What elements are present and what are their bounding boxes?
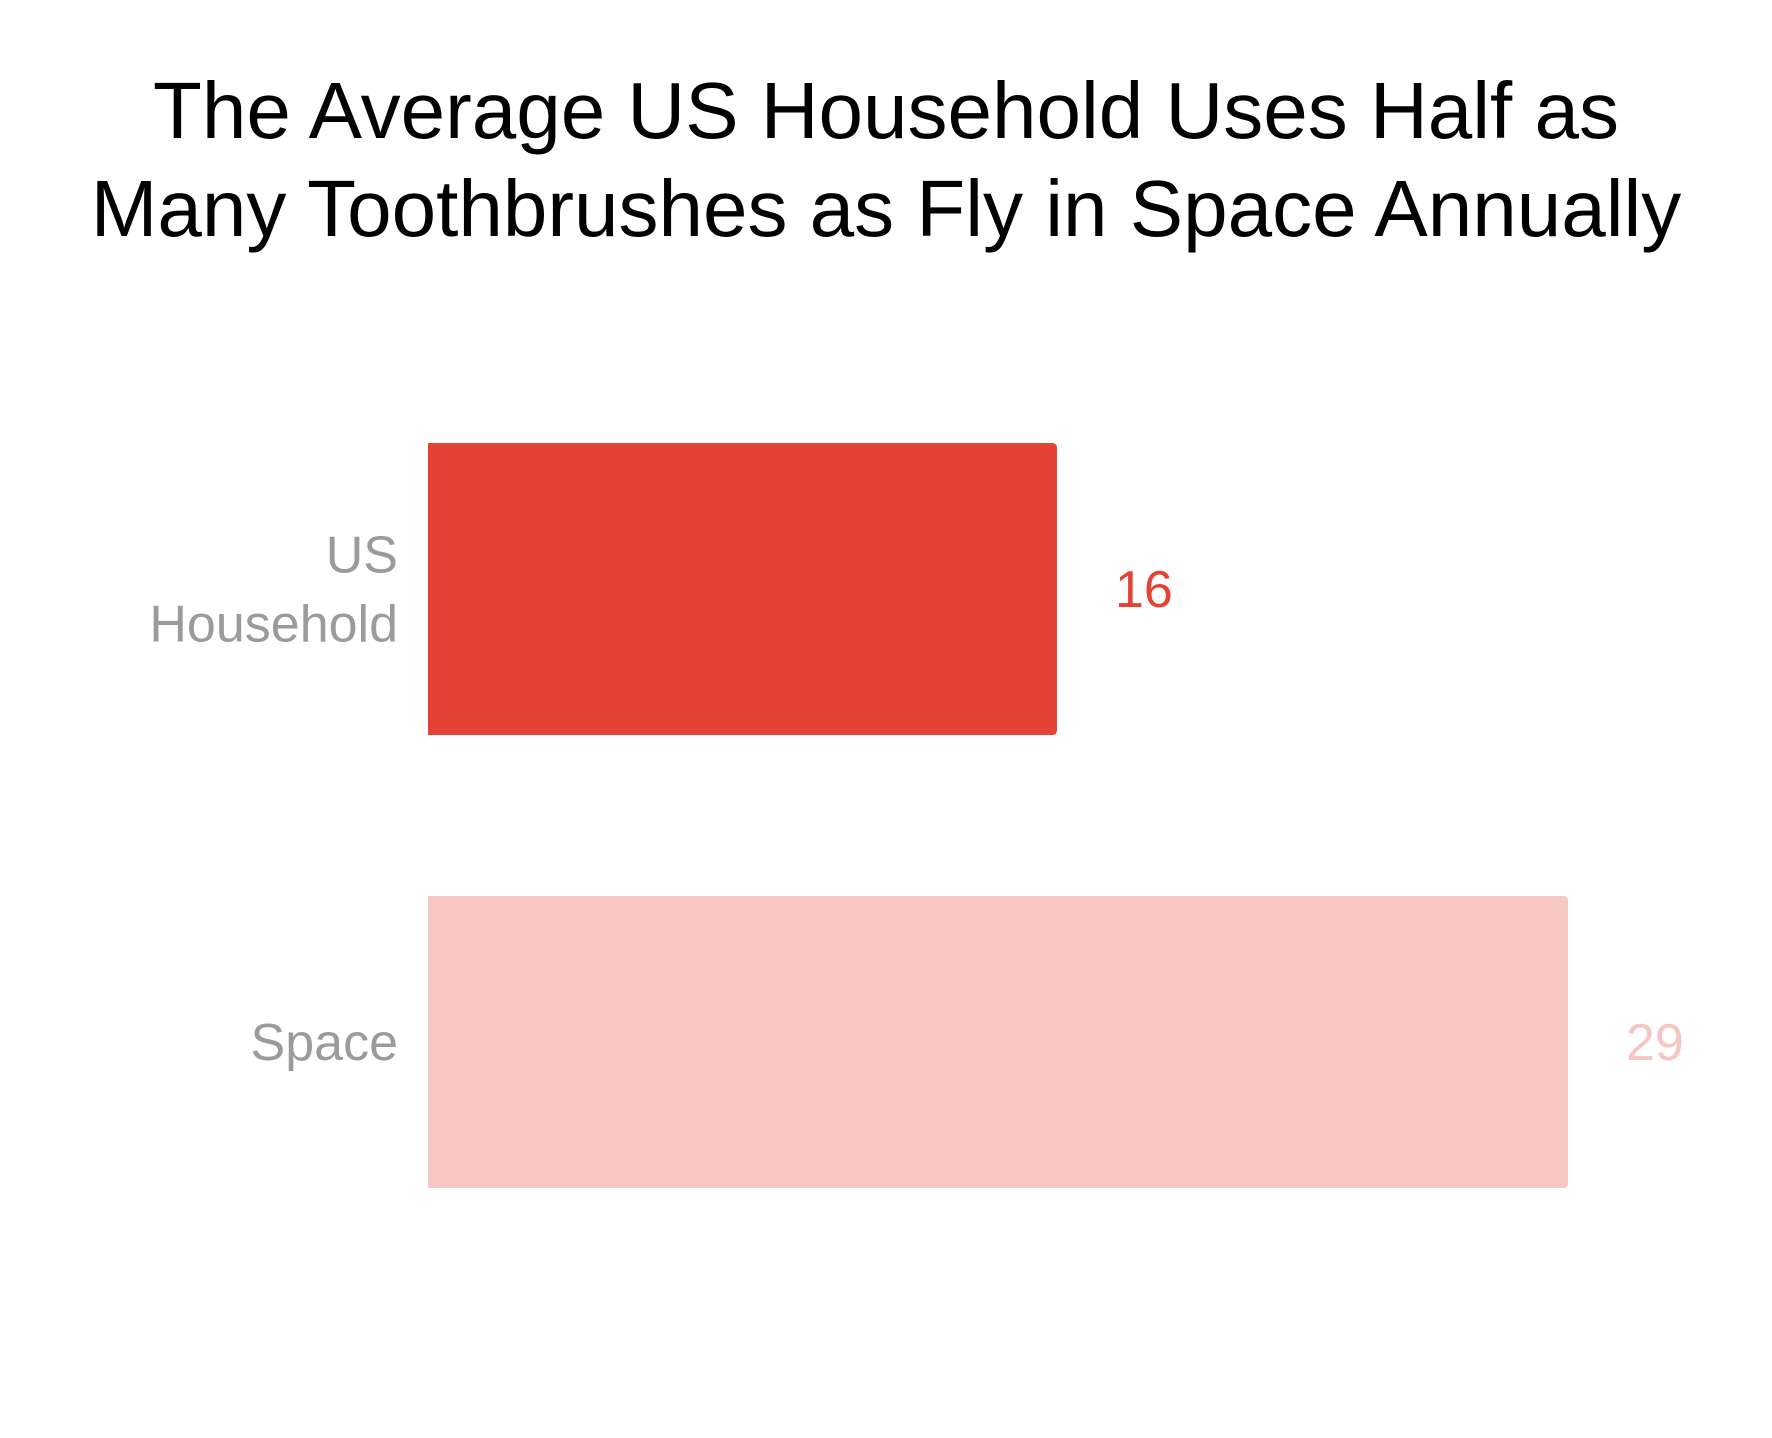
category-label-us-household: US Household xyxy=(149,527,398,654)
chart-title-line-2: Many Toothbrushes as Fly in Space Annual… xyxy=(91,164,1682,253)
value-label-space: 29 xyxy=(1626,1014,1684,1072)
bar-us-household xyxy=(428,443,1057,735)
chart-title-line-1: The Average US Household Uses Half as xyxy=(153,66,1619,155)
category-labels-group: US Household Space xyxy=(149,527,398,1073)
bar-space xyxy=(428,896,1568,1188)
value-label-us-household: 16 xyxy=(1115,561,1173,619)
category-label-line: Space xyxy=(251,1014,398,1072)
category-label-line: Household xyxy=(149,596,398,654)
bars-group xyxy=(428,443,1568,1188)
category-label-space: Space xyxy=(251,1014,398,1072)
category-label-line: US xyxy=(326,527,398,585)
chart-title: The Average US Household Uses Half as Ma… xyxy=(91,66,1682,253)
